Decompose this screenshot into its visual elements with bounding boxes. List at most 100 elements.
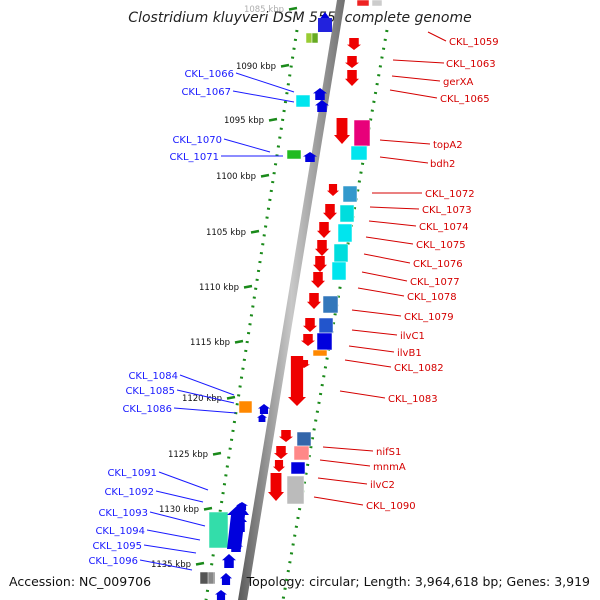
gene-label-ckl-1092[interactable]: CKL_1092	[104, 487, 154, 498]
gene-block	[342, 185, 358, 203]
leader-nifs1	[322, 446, 374, 452]
forward-gene-arrow	[268, 473, 284, 501]
reverse-gene-arrow	[303, 152, 317, 162]
gene-label-ckl-1073[interactable]: CKL_1073	[422, 205, 472, 216]
reverse-gene-arrow	[215, 590, 227, 600]
gene-label-ckl-1079[interactable]: CKL_1079	[404, 312, 454, 323]
gene-label-ilvb1[interactable]: ilvB1	[397, 348, 422, 359]
gene-label-nifs1[interactable]: nifS1	[376, 447, 401, 458]
gene-label-ckl-1075[interactable]: CKL_1075	[416, 240, 466, 251]
kbp-tick-mark	[234, 339, 244, 344]
gene-label-ckl-1091[interactable]: CKL_1091	[107, 468, 157, 479]
kbp-tick-label: 1095 kbp	[224, 116, 264, 126]
leader-ckl-1075	[365, 236, 414, 245]
gene-label-ckl-1071[interactable]: CKL_1071	[169, 152, 219, 163]
gene-features	[199, 0, 383, 600]
gene-label-ckl-1095[interactable]: CKL_1095	[92, 541, 142, 552]
gene-label-ckl-1074[interactable]: CKL_1074	[419, 222, 469, 233]
gene-label-ckl-1082[interactable]: CKL_1082	[394, 363, 444, 374]
leader-ckl-1095	[143, 544, 197, 554]
forward-gene-arrow	[273, 460, 285, 472]
kbp-tick-mark	[243, 284, 253, 289]
kbp-tick-label: 1130 kbp	[159, 505, 199, 515]
gene-block	[322, 295, 339, 314]
gene-label-gerxa[interactable]: gerXA	[443, 77, 473, 88]
gene-label-ckl-1090[interactable]: CKL_1090	[366, 501, 416, 512]
leader-ckl-1082	[344, 359, 392, 368]
forward-gene-arrow	[317, 222, 331, 238]
leader-ckl-1096	[139, 559, 193, 571]
forward-gene-arrow	[334, 118, 350, 144]
forward-gene-arrow	[301, 334, 315, 346]
gene-label-ckl-1094[interactable]: CKL_1094	[95, 526, 145, 537]
forward-gene-arrow	[311, 272, 325, 288]
gene-block	[333, 243, 349, 263]
leader-ilvb1	[348, 345, 395, 353]
gene-label-ckl-1072[interactable]: CKL_1072	[425, 189, 475, 200]
gene-label-ckl-1093[interactable]: CKL_1093	[98, 508, 148, 519]
leader-ckl-1093	[149, 511, 206, 527]
reverse-gene-block	[318, 18, 332, 32]
gene-label-ckl-1063[interactable]: CKL_1063	[446, 59, 496, 70]
gene-label-topa2[interactable]: topA2	[433, 140, 463, 151]
leader-ckl-1059	[427, 31, 447, 42]
kbp-tick-label: 1120 kbp	[182, 394, 222, 404]
genome-axis	[238, 0, 345, 600]
gene-label-ckl-1076[interactable]: CKL_1076	[413, 259, 463, 270]
gene-label-ckl-1084[interactable]: CKL_1084	[128, 371, 178, 382]
leader-ckl-1085	[176, 389, 235, 404]
reverse-gene-arrow	[315, 100, 329, 112]
gene-label-ckl-1065[interactable]: CKL_1065	[440, 94, 490, 105]
gene-block	[305, 32, 313, 44]
gene-label-ckl-1067[interactable]: CKL_1067	[181, 87, 231, 98]
gene-label-ckl-1085[interactable]: CKL_1085	[125, 386, 175, 397]
forward-gene-arrow	[288, 356, 306, 406]
leader-ckl-1070	[223, 138, 271, 153]
gene-block	[331, 261, 347, 281]
gene-label-ckl-1070[interactable]: CKL_1070	[172, 135, 222, 146]
forward-gene-arrow	[307, 293, 321, 309]
accession-text: Accession: NC_009706	[9, 574, 151, 589]
gene-label-ckl-1066[interactable]: CKL_1066	[184, 69, 234, 80]
gene-label-ckl-1078[interactable]: CKL_1078	[407, 292, 457, 303]
leader-ckl-1077	[361, 271, 408, 282]
gene-label-ckl-1059[interactable]: CKL_1059	[449, 37, 499, 48]
gene-block	[339, 204, 355, 223]
kbp-tick-mark	[268, 117, 278, 122]
leader-ckl-1090	[313, 496, 364, 506]
forward-gene-arrow	[347, 38, 361, 50]
leader-ckl-1066	[235, 72, 295, 93]
leader-ilvc1	[351, 329, 398, 336]
leader-bdh2	[379, 156, 429, 164]
kbp-tick-mark	[288, 6, 298, 11]
kbp-tick-mark	[260, 173, 270, 178]
gene-block	[356, 0, 370, 7]
kbp-tick-label: 1135 kbp	[151, 560, 191, 570]
gene-label-bdh2[interactable]: bdh2	[430, 159, 455, 170]
kbp-tick-mark	[226, 395, 236, 400]
gene-block	[318, 317, 334, 334]
forward-gene-arrow	[315, 240, 329, 256]
kbp-scale: 1085 kbp 1090 kbp 1095 kbp 1100 kbp 1105 kbp…	[151, 5, 298, 570]
right-dotted-guide	[281, 29, 389, 600]
gene-label-mnma[interactable]: mnmA	[373, 462, 406, 473]
gene-label-ckl-1083[interactable]: CKL_1083	[388, 394, 438, 405]
kbp-tick-mark	[250, 229, 260, 234]
gene-label-ckl-1077[interactable]: CKL_1077	[410, 277, 460, 288]
gene-label-ilvc1[interactable]: ilvC1	[400, 331, 425, 342]
gene-label-ckl-1086[interactable]: CKL_1086	[122, 404, 172, 415]
gene-block	[290, 461, 306, 475]
reverse-gene-arrow	[222, 554, 236, 568]
gene-block	[295, 94, 311, 108]
gene-block	[238, 400, 253, 414]
forward-gene-arrow	[313, 256, 327, 272]
leader-mnma	[319, 459, 371, 467]
gene-label-ilvc2[interactable]: ilvC2	[370, 480, 395, 491]
forward-gene-arrow	[327, 184, 339, 196]
gene-block	[353, 119, 371, 147]
gene-block	[293, 445, 310, 461]
forward-gene-arrow	[274, 446, 288, 459]
gene-label-ckl-1096[interactable]: CKL_1096	[88, 556, 138, 567]
